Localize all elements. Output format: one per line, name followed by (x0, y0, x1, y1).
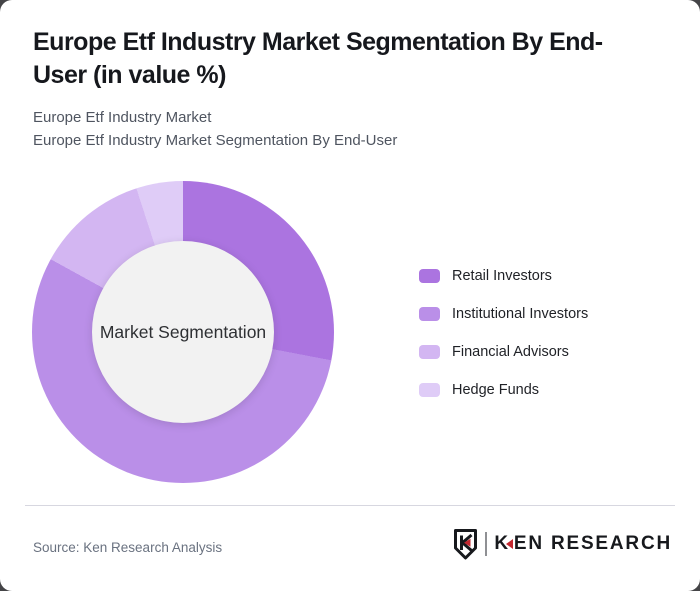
legend-swatch (419, 306, 440, 321)
red-triangle-icon (505, 539, 513, 549)
page-title-line2: User (in value %) (33, 61, 226, 89)
legend-item-financial-advisors[interactable]: Financial Advisors (419, 343, 588, 360)
chart-subtitle-segmentation: Europe Etf Industry Market Segmentation … (33, 132, 398, 149)
ken-research-logo[interactable]: K EN RESEARCH (452, 527, 672, 561)
legend-label: Retail Investors (452, 267, 552, 284)
source-note: Source: Ken Research Analysis (33, 540, 223, 555)
legend-item-institutional-investors[interactable]: Institutional Investors (419, 305, 589, 322)
legend-label: Financial Advisors (452, 343, 569, 360)
donut-center: Market Segmentation (92, 241, 274, 423)
page-title: Europe Etf Industry Market Segmentation … (33, 26, 678, 92)
logo-separator (485, 532, 488, 556)
legend-label: Hedge Funds (452, 381, 540, 398)
page-title-line1: Europe Etf Industry Market Segmentation … (33, 28, 603, 56)
donut-center-label: Market Segmentation (99, 321, 267, 342)
footer-divider (25, 505, 675, 506)
shield-k-icon (454, 528, 478, 559)
legend-swatch (419, 268, 440, 283)
legend-item-retail-investors[interactable]: Retail Investors (419, 267, 588, 284)
logo-wordmark: K EN RESEARCH (494, 533, 672, 555)
logo-letter-k: K (494, 533, 510, 554)
legend-label: Institutional Investors (452, 305, 589, 322)
legend-swatch (419, 344, 440, 359)
donut-chart[interactable]: Market Segmentation (32, 181, 334, 483)
logo-rest: EN RESEARCH (513, 533, 672, 554)
chart-subtitle-market: Europe Etf Industry Market (33, 109, 212, 126)
legend-swatch (419, 382, 440, 397)
legend-item-hedge-funds[interactable]: Hedge Funds (419, 381, 588, 398)
chart-legend: Retail Investors Institutional Investors… (419, 267, 589, 398)
chart-subtitles: Europe Etf Industry Market Europe Etf In… (33, 106, 653, 152)
